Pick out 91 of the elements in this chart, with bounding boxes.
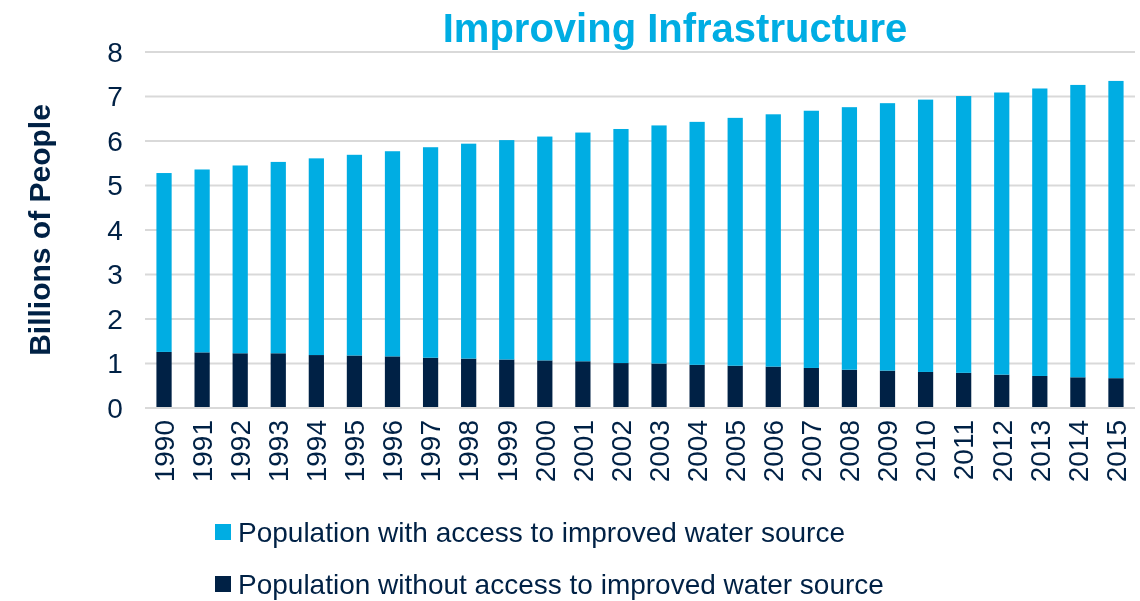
bar: [537, 136, 553, 361]
bar: [727, 365, 743, 408]
x-tick-label: 1990: [148, 420, 180, 483]
x-tick-label: 2003: [643, 420, 675, 483]
bar: [537, 360, 553, 408]
bar: [1070, 377, 1086, 408]
x-tick-label: 1995: [339, 420, 371, 483]
y-tick-label: 0: [107, 392, 123, 424]
bar: [841, 107, 858, 370]
bar: [232, 165, 248, 354]
bar: [727, 117, 743, 366]
bar: [651, 363, 667, 408]
bar: [461, 358, 477, 408]
bar: [994, 374, 1010, 408]
bar: [651, 125, 667, 364]
bar: [384, 356, 401, 408]
bar: [575, 361, 591, 408]
bar: [270, 353, 286, 408]
x-tick-label: 1991: [186, 420, 218, 483]
y-axis-title: Billions of People: [23, 104, 56, 356]
bar: [917, 99, 934, 372]
bar: [1032, 375, 1048, 408]
bar: [879, 370, 896, 408]
legend-label: Population without access to improved water source: [238, 568, 884, 600]
x-tick-label: 1998: [453, 420, 485, 483]
x-tick-label: 1997: [415, 420, 447, 483]
bar: [346, 154, 363, 356]
bar: [194, 169, 210, 353]
bar: [422, 357, 439, 408]
x-tick-label: 2012: [986, 420, 1018, 483]
bar: [346, 355, 363, 408]
y-tick-label: 8: [107, 36, 123, 68]
x-tick-label: 1999: [491, 420, 523, 483]
bar: [461, 143, 477, 359]
bar: [308, 158, 324, 356]
bar: [499, 359, 515, 408]
x-tick-label: 2005: [719, 420, 751, 483]
x-tick-label: 2013: [1024, 420, 1056, 483]
legend-label: Population with access to improved water source: [238, 516, 845, 548]
y-tick-label: 6: [107, 125, 123, 157]
bar: [156, 173, 172, 352]
bar: [956, 372, 972, 408]
x-tick-label: 1996: [377, 420, 409, 483]
bar: [613, 363, 629, 408]
bar: [194, 352, 210, 408]
bar: [1108, 80, 1124, 379]
bar: [765, 366, 781, 408]
x-tick-label: 2010: [910, 420, 942, 483]
y-tick-label: 7: [107, 81, 123, 113]
x-tick-label: 2004: [681, 420, 713, 483]
bar: [689, 364, 705, 408]
bar: [270, 161, 286, 354]
x-tick-label: 2009: [872, 420, 904, 483]
bar: [156, 351, 172, 408]
y-tick-label: 1: [107, 348, 123, 380]
x-tick-label: 1994: [301, 420, 333, 483]
bar: [689, 121, 705, 365]
y-tick-label: 2: [107, 303, 123, 335]
x-tick-label: 2001: [567, 420, 599, 483]
x-tick-label: 2006: [758, 420, 790, 483]
bar: [575, 132, 591, 362]
bar: [765, 114, 781, 367]
x-tick-label: 1992: [224, 420, 256, 483]
bar: [956, 96, 972, 373]
x-tick-label: 2008: [834, 420, 866, 483]
bar: [422, 147, 439, 358]
bar: [499, 140, 515, 360]
x-tick-label: 2002: [605, 420, 637, 483]
y-tick-label: 3: [107, 259, 123, 291]
bar: [1108, 378, 1124, 408]
x-tick-label: 2000: [529, 420, 561, 483]
bar: [917, 371, 934, 408]
bar: [232, 353, 248, 408]
bar: [1032, 88, 1048, 376]
bar: [308, 355, 324, 408]
bar: [841, 369, 858, 408]
chart-title: Improving Infrastructure: [442, 6, 908, 50]
y-tick-label: 5: [107, 170, 123, 202]
bar: [613, 128, 629, 364]
bar: [1070, 84, 1086, 378]
bar: [994, 92, 1010, 375]
y-tick-label: 4: [107, 214, 123, 246]
bar: [803, 367, 819, 408]
bar: [879, 103, 896, 371]
bar: [384, 151, 401, 357]
x-tick-label: 2007: [796, 420, 828, 483]
x-tick-label: 2014: [1062, 420, 1094, 483]
x-tick-label: 1993: [263, 420, 295, 483]
bar: [803, 110, 819, 368]
x-tick-label: 2011: [948, 420, 980, 481]
x-tick-label: 2015: [1100, 420, 1132, 483]
